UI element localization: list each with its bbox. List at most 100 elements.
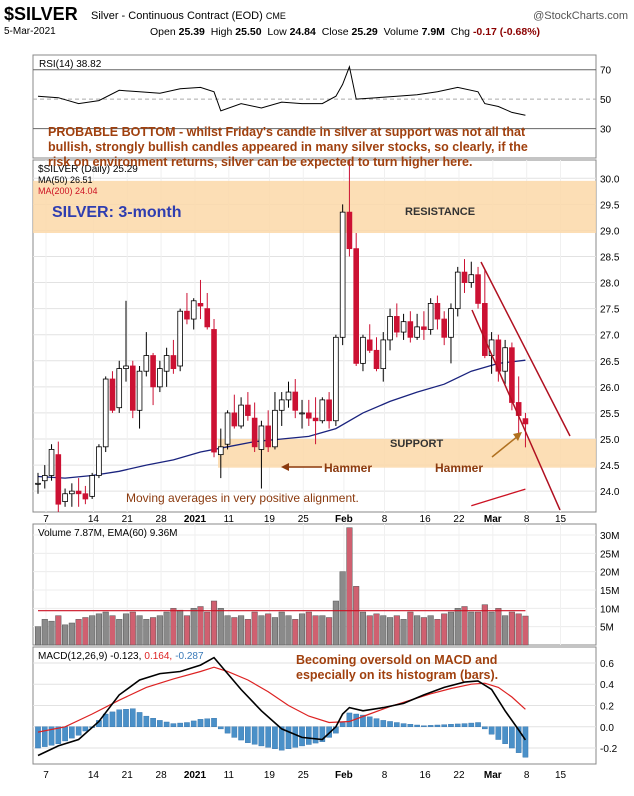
macd-tick-label: -0.2 — [600, 744, 618, 755]
volume-bar — [197, 606, 204, 646]
candle-body — [217, 446, 224, 456]
chg-value: -0.17 (-0.68%) — [472, 26, 541, 38]
candle-body — [238, 404, 244, 427]
macd-histogram-bar — [48, 726, 55, 746]
candle-body — [373, 349, 380, 369]
price-tick-label: 26.0 — [600, 383, 620, 394]
macd-histogram-bar — [116, 709, 123, 727]
volume-bar — [495, 608, 502, 646]
candle-body — [366, 339, 373, 351]
macd-histogram-bar — [400, 723, 407, 727]
volume-bar — [475, 611, 482, 646]
chart-header: $SILVER Silver - Continuous Contract (EO… — [0, 0, 634, 40]
macd-histogram-bar — [204, 718, 211, 727]
x-tick-label: 7 — [43, 514, 49, 525]
trendline-lower — [471, 309, 561, 511]
ma200-legend: MA(200) 24.04 — [38, 186, 98, 196]
macd-histogram-bar — [258, 726, 265, 747]
volume-bar — [224, 615, 231, 646]
volume-bar — [461, 606, 468, 646]
volume-bar — [414, 615, 421, 646]
x-tick-label: 15 — [555, 514, 567, 525]
candle-body — [41, 475, 48, 482]
x-tick-label: 11 — [224, 770, 235, 781]
macd-histogram-bar — [170, 723, 177, 727]
candle-body — [211, 329, 217, 453]
macd-histogram-bar — [55, 726, 62, 744]
hammer-arrowhead-1 — [281, 463, 289, 471]
macd-histogram-bar — [346, 712, 353, 727]
macd-histogram-bar — [35, 726, 41, 749]
macd-histogram-bar — [278, 726, 285, 751]
candle-body — [312, 417, 319, 422]
price-tick-label: 27.5 — [600, 305, 620, 316]
ma-note: Moving averages in very positive alignme… — [126, 491, 359, 505]
candle-body — [251, 417, 258, 448]
resistance-label: RESISTANCE — [405, 206, 475, 218]
candle-body — [109, 378, 116, 411]
volume-bar — [170, 608, 177, 646]
macd-histogram-bar — [82, 726, 89, 732]
candle-body — [136, 370, 143, 411]
macd-histogram-bar — [319, 726, 326, 742]
candle-body — [522, 418, 529, 425]
rsi-tick-label: 50 — [600, 95, 612, 106]
macd-legend: MACD(12,26,9) -0.123, 0.164, -0.287 — [38, 651, 204, 662]
macd-histogram-bar — [353, 713, 359, 727]
support-zone — [218, 438, 596, 468]
macd-histogram-bar — [427, 725, 434, 727]
volume-bar — [292, 619, 299, 646]
ma50-line — [37, 359, 526, 479]
symbol: $SILVER — [4, 4, 78, 24]
volume-bar — [332, 600, 339, 646]
macd-histogram-bar — [339, 722, 346, 727]
volume-bar — [210, 600, 218, 646]
price-tick-label: 25.5 — [600, 409, 620, 420]
x-tick-label: 21 — [122, 514, 134, 525]
x-tick-label: 14 — [88, 514, 100, 525]
volume-bar — [251, 611, 258, 646]
macd-histogram-bar — [468, 722, 475, 727]
x-tick-label: 15 — [555, 770, 567, 781]
volume-bar — [400, 619, 407, 646]
macd-legend-hist: -0.287 — [175, 651, 204, 662]
candle-body — [461, 271, 468, 283]
volume-bar — [427, 615, 434, 646]
macd-histogram-bar — [387, 721, 393, 727]
macd-histogram-bar — [488, 726, 495, 735]
candle-body — [150, 355, 156, 388]
candle-body — [35, 482, 41, 485]
candle-body — [102, 378, 109, 448]
candle-body — [468, 274, 475, 283]
candle-body — [129, 365, 136, 411]
x-tick-label: 28 — [156, 770, 168, 781]
candle-body — [245, 404, 251, 416]
probable-bottom-note: PROBABLE BOTTOM - whilst Friday's candle… — [48, 125, 528, 169]
x-tick-label: 21 — [122, 770, 134, 781]
volume-bar — [244, 619, 251, 646]
volume-bar — [95, 613, 102, 646]
candle-body — [319, 399, 326, 422]
volume-bar — [150, 617, 157, 646]
candle-body — [75, 490, 82, 495]
candle-body — [441, 318, 447, 338]
volume-bar — [109, 615, 116, 646]
macd-histogram-bar — [41, 726, 48, 747]
exchange: CME — [265, 11, 286, 21]
low-label: Low — [267, 26, 287, 38]
x-tick-label: 8 — [524, 514, 530, 525]
macd-histogram-bar — [157, 720, 163, 727]
candle-body — [333, 336, 339, 422]
candle-body — [448, 308, 454, 338]
volume-panel: 30M 25M 20M 15M 10M 5M Volume 7.87M, EMA(60) … — [32, 523, 619, 646]
volume-bar — [346, 527, 353, 646]
volume-tick-label: 30M — [600, 531, 619, 542]
hammer-label-2: Hammer — [435, 461, 483, 475]
candle-body — [400, 321, 407, 333]
candle-body — [427, 303, 434, 330]
x-tick-label: 28 — [156, 514, 168, 525]
volume-bar — [82, 617, 89, 646]
candle-body — [62, 493, 68, 502]
x-axis-price: 7 14 21 28 2021 11 19 25 Feb 8 16 22 Mar 8 15 — [43, 514, 566, 525]
volume-bar — [143, 619, 150, 646]
